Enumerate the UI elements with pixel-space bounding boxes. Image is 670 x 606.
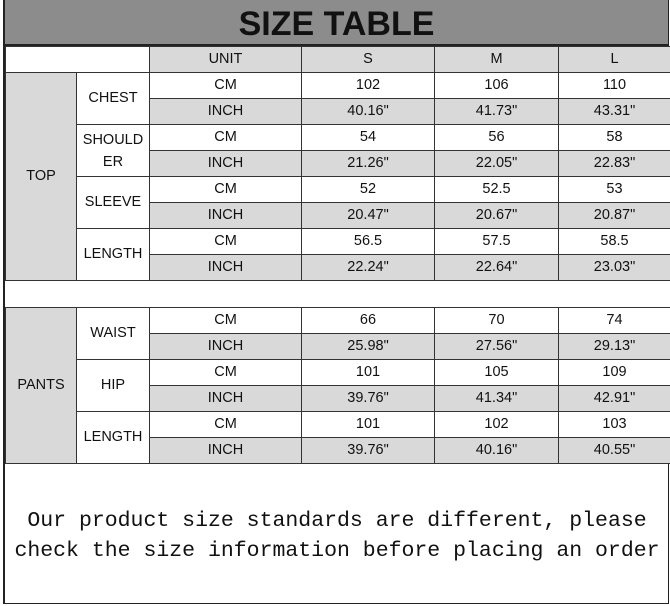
unit-cell: CM (149, 359, 302, 386)
value-cell-l: 20.87" (558, 202, 670, 229)
unit-cell: INCH (149, 202, 302, 229)
measure-label: LENGTH (76, 228, 150, 281)
value-cell-l: 58.5 (558, 228, 670, 255)
value-cell-l: 29.13" (558, 333, 670, 360)
measure-label: SLEEVE (76, 176, 150, 229)
table-row: SHOULDER CM 54 56 58 (6, 124, 670, 177)
group-label: TOP (5, 72, 77, 281)
unit-cell: INCH (149, 437, 302, 464)
value-cell-l: 58 (558, 124, 670, 151)
value-cell-l: 42.91" (558, 385, 670, 412)
table-row: INCH 40.16" 41.73" 43.31" (6, 98, 670, 125)
value-cell-m: 52.5 (434, 176, 559, 203)
header-row: UNIT S M L (5, 46, 670, 73)
table-row: INCH 39.76" 41.34" 42.91" (6, 385, 670, 412)
value-cell-s: 25.98" (301, 333, 435, 360)
unit-cell: INCH (149, 150, 302, 177)
value-cell-m: 22.64" (434, 254, 559, 281)
table-row: LENGTH CM 56.5 57.5 58.5 (6, 228, 670, 281)
value-cell-l: 74 (558, 307, 670, 334)
measure-label: HIP (76, 359, 150, 412)
header-unit: UNIT (149, 46, 302, 73)
table-row: INCH 39.76" 40.16" 40.55" (6, 437, 670, 464)
value-cell-m: 27.56" (434, 333, 559, 360)
value-cell-l: 23.03" (558, 254, 670, 281)
unit-cell: CM (149, 176, 302, 203)
value-cell-s: 40.16" (301, 98, 435, 125)
table-row: INCH 20.47" 20.67" 20.87" (6, 202, 670, 229)
value-cell-m: 56 (434, 124, 559, 151)
value-cell-l: 22.83" (558, 150, 670, 177)
unit-cell: INCH (149, 333, 302, 360)
measure-label: CHEST (76, 72, 150, 125)
value-cell-l: 53 (558, 176, 670, 203)
table-row: TOP CHEST CM 102 106 110 (5, 72, 670, 281)
value-cell-l: 103 (558, 411, 670, 438)
size-note: Our product size standards are different… (14, 509, 660, 563)
size-chart: SIZE TABLE UNIT S M L TOP CHEST CM 102 106 110 INC… (3, 0, 670, 604)
table-row: INCH 21.26" 22.05" 22.83" (6, 150, 670, 177)
value-cell-s: 56.5 (301, 228, 435, 255)
value-cell-s: 22.24" (301, 254, 435, 281)
value-cell-m: 105 (434, 359, 559, 386)
value-cell-s: 21.26" (301, 150, 435, 177)
value-cell-s: 54 (301, 124, 435, 151)
group-label: PANTS (5, 307, 77, 464)
unit-cell: INCH (149, 254, 302, 281)
unit-cell: INCH (149, 385, 302, 412)
value-cell-l: 40.55" (558, 437, 670, 464)
value-cell-m: 20.67" (434, 202, 559, 229)
value-cell-s: 52 (301, 176, 435, 203)
value-cell-m: 41.73" (434, 98, 559, 125)
value-cell-s: 101 (301, 411, 435, 438)
value-cell-l: 43.31" (558, 98, 670, 125)
value-cell-m: 41.34" (434, 385, 559, 412)
value-cell-m: 57.5 (434, 228, 559, 255)
table-row: INCH 22.24" 22.64" 23.03" (6, 254, 670, 281)
measure-label: SHOULDER (76, 124, 150, 177)
table-row: HIP CM 101 105 109 (6, 359, 670, 412)
value-cell-s: 20.47" (301, 202, 435, 229)
value-cell-s: 39.76" (301, 385, 435, 412)
table-row: SLEEVE CM 52 52.5 53 (6, 176, 670, 229)
spacer-row (5, 280, 670, 308)
value-cell-m: 22.05" (434, 150, 559, 177)
measure-label: LENGTH (76, 411, 150, 464)
value-cell-l: 110 (558, 72, 670, 99)
unit-cell: CM (149, 411, 302, 438)
value-cell-s: 102 (301, 72, 435, 99)
unit-cell: CM (149, 72, 302, 99)
measure-label: WAIST (76, 307, 150, 360)
value-cell-m: 70 (434, 307, 559, 334)
value-cell-s: 39.76" (301, 437, 435, 464)
header-size-s: S (301, 46, 435, 73)
table-row: LENGTH CM 101 102 103 (6, 411, 670, 464)
unit-cell: CM (149, 307, 302, 334)
unit-cell: INCH (149, 98, 302, 125)
header-size-m: M (434, 46, 559, 73)
value-cell-m: 102 (434, 411, 559, 438)
value-cell-m: 106 (434, 72, 559, 99)
value-cell-m: 40.16" (434, 437, 559, 464)
chart-title: SIZE TABLE (5, 0, 668, 46)
value-cell-s: 101 (301, 359, 435, 386)
spacer-cell (5, 280, 670, 308)
header-blank (5, 46, 150, 73)
header-size-l: L (558, 46, 670, 73)
table-row: PANTS WAIST CM 66 70 74 (5, 307, 670, 464)
unit-cell: CM (149, 124, 302, 151)
size-table: UNIT S M L TOP CHEST CM 102 106 110 INCH 40.16" 41.7… (5, 46, 670, 464)
value-cell-l: 109 (558, 359, 670, 386)
unit-cell: CM (149, 228, 302, 255)
value-cell-s: 66 (301, 307, 435, 334)
